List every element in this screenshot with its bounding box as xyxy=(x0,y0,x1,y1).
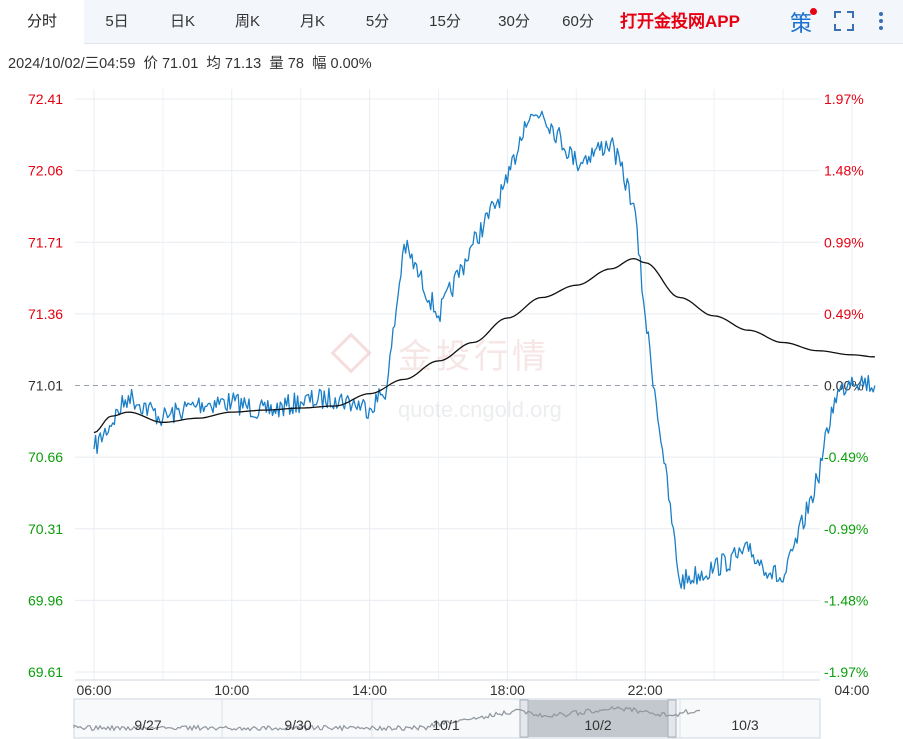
x-tick: 06:00 xyxy=(76,682,111,698)
x-axis-labels: 06:00 10:00 14:00 18:00 22:00 04:00 xyxy=(76,682,869,698)
info-volume-label: 量 xyxy=(269,56,284,72)
watermark: 金投行情 quote.cngold.org xyxy=(330,332,562,422)
strategy-button[interactable]: 策 xyxy=(790,12,813,37)
price-line xyxy=(93,110,876,590)
y-axis-labels: 72.41 1.97% 72.06 1.48% 71.71 0.99% 71.36 0.49%… xyxy=(28,91,868,680)
navigator-label: 10/3 xyxy=(731,717,758,733)
tab-0[interactable]: 分时 xyxy=(0,0,84,44)
info-avg: 71.13 xyxy=(224,56,262,72)
y-tick-left: 71.01 xyxy=(28,378,63,394)
y-tick-left: 72.41 xyxy=(28,91,63,107)
tab-3[interactable]: 周K xyxy=(234,13,260,30)
info-avg-label: 均 xyxy=(206,56,221,72)
period-tab-bar: 分时 5日 日K 周K 月K 5分 15分 30分 60分 xyxy=(0,0,903,44)
y-tick-right: 0.99% xyxy=(824,234,864,250)
y-tick-right: 0.49% xyxy=(824,306,864,322)
quote-info-bar: 2024/10/02/三04:59 价 71.01 均 71.13 量 78 幅… xyxy=(8,52,372,73)
average-line xyxy=(93,257,875,434)
info-price-label: 价 xyxy=(143,56,158,72)
tab-2[interactable]: 日K xyxy=(169,13,195,30)
y-tick-left: 70.66 xyxy=(28,449,63,465)
y-tick-right: -1.97% xyxy=(824,664,868,680)
y-tick-left: 71.36 xyxy=(28,306,63,322)
tab-1[interactable]: 5日 xyxy=(105,13,129,30)
range-navigator[interactable]: 9/27 9/30 10/1 10/2 10/3 xyxy=(73,698,821,739)
x-tick: 22:00 xyxy=(628,682,663,698)
tab-8[interactable]: 60分 xyxy=(562,13,594,30)
y-tick-right: -1.48% xyxy=(824,592,868,608)
watermark-url: quote.cngold.org xyxy=(398,397,562,422)
tab-4[interactable]: 月K xyxy=(299,13,325,30)
y-tick-left: 71.71 xyxy=(28,234,63,250)
info-amplitude-label: 幅 xyxy=(311,56,327,72)
info-price: 71.01 xyxy=(161,56,199,72)
x-tick: 18:00 xyxy=(490,682,525,698)
y-tick-right: -0.99% xyxy=(824,521,868,537)
fullscreen-icon[interactable] xyxy=(834,11,854,31)
y-tick-left: 69.96 xyxy=(28,592,63,608)
info-volume: 78 xyxy=(287,56,304,72)
y-tick-right: 1.48% xyxy=(824,163,864,179)
navigator-handle-left[interactable] xyxy=(519,699,529,738)
y-tick-left: 69.61 xyxy=(28,664,63,680)
x-tick: 10:00 xyxy=(214,682,249,698)
watermark-logo-icon xyxy=(330,332,372,374)
navigator-sparkline xyxy=(73,705,701,732)
tab-5[interactable]: 5分 xyxy=(365,13,390,30)
navigator-label: 9/30 xyxy=(284,717,311,733)
y-tick-left: 70.31 xyxy=(28,521,63,537)
navigator-frame xyxy=(73,698,821,739)
navigator-selection[interactable] xyxy=(528,700,668,737)
x-tick: 04:00 xyxy=(834,682,869,698)
x-tick: 14:00 xyxy=(352,682,387,698)
y-tick-right: 1.97% xyxy=(824,91,864,107)
y-tick-right: 0.00% xyxy=(824,378,864,394)
navigator-label: 10/2 xyxy=(584,717,611,733)
y-tick-left: 72.06 xyxy=(28,163,63,179)
more-vertical-icon[interactable] xyxy=(875,10,887,32)
notification-dot-icon xyxy=(810,8,817,15)
tab-7[interactable]: 30分 xyxy=(498,13,530,30)
open-app-link[interactable]: 打开金投网APP xyxy=(620,12,740,31)
watermark-text: 金投行情 xyxy=(398,337,550,377)
navigator-label: 10/1 xyxy=(432,717,459,733)
info-amplitude: 0.00% xyxy=(330,56,372,72)
navigator-label: 9/27 xyxy=(134,717,161,733)
grid xyxy=(75,89,853,680)
info-datetime: 2024/10/02/三04:59 xyxy=(8,56,136,72)
y-tick-right: -0.49% xyxy=(824,449,868,465)
tab-6[interactable]: 15分 xyxy=(429,13,461,30)
navigator-handle-right[interactable] xyxy=(667,699,677,738)
